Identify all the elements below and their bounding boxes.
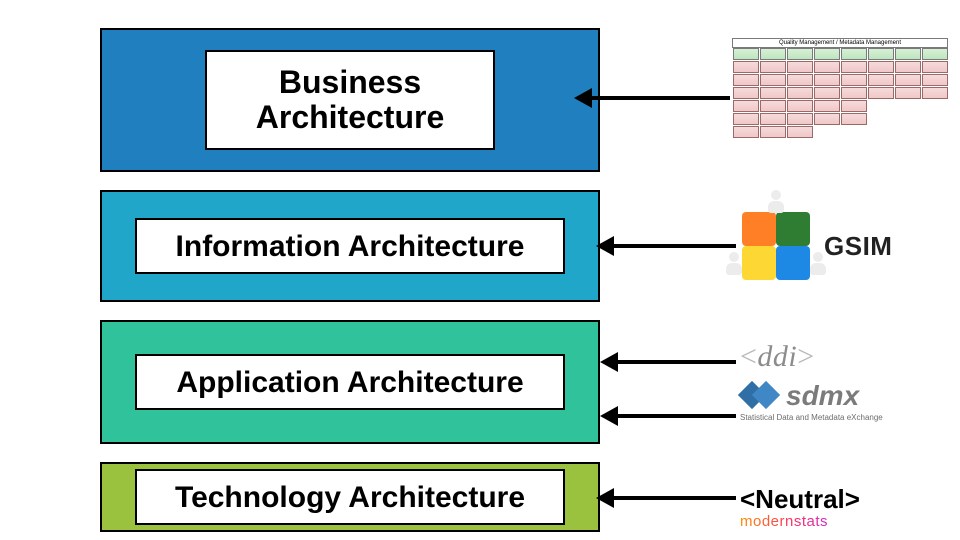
business-matrix-graphic: Quality Management / Metadata Management <box>732 38 948 139</box>
layer-business: Business Architecture <box>100 28 600 172</box>
layer-technology: Technology Architecture <box>100 462 600 532</box>
modernstats-logo: modernstats <box>740 513 952 530</box>
sdmx-subtitle: Statistical Data and Metadata eXchange <box>740 413 952 422</box>
layer-information-label: Information Architecture <box>176 230 525 263</box>
puzzle-piece-tl <box>742 212 776 246</box>
business-matrix-body <box>732 61 948 139</box>
puzzle-piece-bl <box>742 246 776 280</box>
person-icon <box>726 252 742 274</box>
neutral-graphic: <Neutral> modernstats <box>740 484 952 530</box>
ddi-logo: <ddi> <box>740 340 952 374</box>
sdmx-logo-row: sdmx <box>740 380 952 412</box>
architecture-diagram: Business Architecture Information Archit… <box>0 0 960 540</box>
layer-application: Application Architecture <box>100 320 600 444</box>
layer-information-labelbox: Information Architecture <box>135 218 565 274</box>
gsim-graphic: GSIM <box>740 210 950 282</box>
person-icon <box>768 190 784 212</box>
layer-technology-labelbox: Technology Architecture <box>135 469 565 525</box>
puzzle-piece-tr <box>776 212 810 246</box>
puzzle-piece-br <box>776 246 810 280</box>
ddi-text: ddi <box>757 340 797 373</box>
layer-application-label: Application Architecture <box>176 366 523 399</box>
person-icon <box>810 252 826 274</box>
business-matrix-title: Quality Management / Metadata Management <box>732 38 948 48</box>
puzzle-icon <box>740 210 812 282</box>
neutral-label: <Neutral> <box>740 484 952 515</box>
angle-bracket-icon: < <box>740 340 757 373</box>
business-matrix-header <box>732 48 948 60</box>
gsim-label: GSIM <box>824 231 892 262</box>
ddi-sdmx-graphic: <ddi> sdmx Statistical Data and Metadata… <box>740 340 952 422</box>
angle-bracket-icon: > <box>797 340 814 373</box>
sdmx-text: sdmx <box>786 380 859 412</box>
layer-business-label: Business Architecture <box>256 65 445 135</box>
sdmx-diamond-icon <box>740 381 778 411</box>
layer-information: Information Architecture <box>100 190 600 302</box>
layer-technology-label: Technology Architecture <box>175 481 525 514</box>
layer-business-labelbox: Business Architecture <box>205 50 495 150</box>
layer-application-labelbox: Application Architecture <box>135 354 565 410</box>
